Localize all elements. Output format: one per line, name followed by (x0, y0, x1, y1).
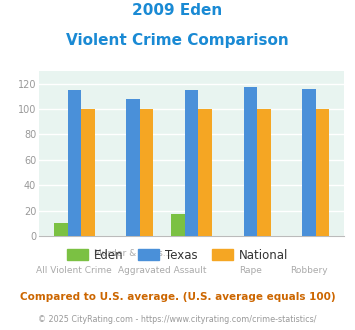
Bar (67, 90, 81, 236)
Bar (316, 109, 329, 236)
Text: Rape: Rape (239, 266, 262, 275)
Text: © 2025 CityRating.com - https://www.cityrating.com/crime-statistics/: © 2025 CityRating.com - https://www.city… (38, 315, 317, 324)
Bar (185, 90, 198, 236)
Text: Robbery: Robbery (290, 266, 328, 275)
Text: Violent Crime Comparison: Violent Crime Comparison (66, 33, 289, 48)
Bar (244, 87, 257, 236)
Text: 2009 Eden: 2009 Eden (132, 3, 223, 18)
Bar (140, 109, 153, 236)
Bar (54, 223, 67, 236)
Legend: Eden, Texas, National: Eden, Texas, National (62, 244, 293, 266)
Bar (171, 214, 185, 236)
Text: Aggravated Assault: Aggravated Assault (118, 266, 207, 275)
Bar (126, 99, 140, 236)
Bar (81, 109, 94, 236)
Bar (302, 89, 316, 236)
Bar (257, 109, 271, 236)
Text: Compared to U.S. average. (U.S. average equals 100): Compared to U.S. average. (U.S. average … (20, 292, 335, 302)
Text: All Violent Crime: All Violent Crime (37, 266, 112, 275)
Bar (198, 109, 212, 236)
Text: Murder & Mans...: Murder & Mans... (94, 249, 172, 258)
